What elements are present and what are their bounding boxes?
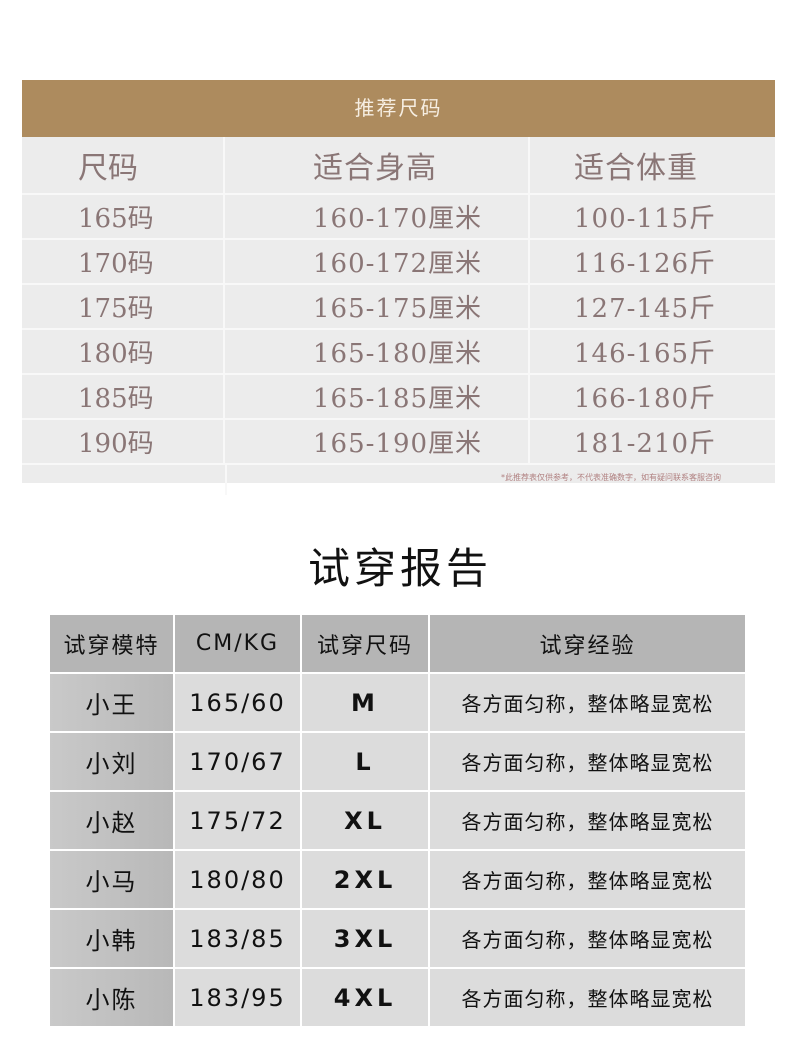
report-row: 小韩 183/85 3XL 各方面匀称，整体略显宽松 [50,910,745,967]
size-cell: 175码 [22,285,225,328]
size-table-row: 175码 165-175厘米 127-145斤 [22,285,775,330]
size-table-title: 推荐尺码 [22,80,775,137]
size-cell: 2XL [302,851,428,908]
weight-cell: 166-180斤 [574,384,717,414]
size-table-header-row: 尺码 适合身高 适合体重 [22,137,775,195]
experience-cell: 各方面匀称，整体略显宽松 [430,851,745,908]
experience-cell: 各方面匀称，整体略显宽松 [430,792,745,849]
experience-cell: 各方面匀称，整体略显宽松 [430,733,745,790]
size-cell: 165码 [22,195,225,238]
model-cell: 小陈 [50,969,173,1026]
header-cm-kg: CM/KG [175,615,300,672]
report-row: 小王 165/60 M 各方面匀称，整体略显宽松 [50,674,745,731]
size-cell: M [302,674,428,731]
header-experience: 试穿经验 [430,615,745,672]
weight-cell: 100-115斤 [574,204,717,234]
model-cell: 小韩 [50,910,173,967]
model-cell: 小赵 [50,792,173,849]
size-table-row: 165码 160-170厘米 100-115斤 [22,195,775,240]
model-cell: 小马 [50,851,173,908]
height-cell: 165-185厘米 [225,375,530,418]
height-cell: 165-180厘米 [225,330,530,373]
cm-kg-cell: 183/85 [175,910,300,967]
height-cell: 160-172厘米 [225,240,530,283]
cm-kg-cell: 165/60 [175,674,300,731]
header-size: 尺码 [22,137,225,193]
size-cell: XL [302,792,428,849]
header-size: 试穿尺码 [302,615,428,672]
report-row: 小赵 175/72 XL 各方面匀称，整体略显宽松 [50,792,745,849]
height-cell: 160-170厘米 [225,195,530,238]
cm-kg-cell: 180/80 [175,851,300,908]
size-table-row: 190码 165-190厘米 181-210斤 [22,420,775,465]
size-cell: 4XL [302,969,428,1026]
experience-cell: 各方面匀称，整体略显宽松 [430,910,745,967]
report-row: 小陈 183/95 4XL 各方面匀称，整体略显宽松 [50,969,745,1026]
size-table-note: *此推荐表仅供参考，不代表准确数字，如有疑问联系客服咨询 [501,473,721,482]
size-table-row: 170码 160-172厘米 116-126斤 [22,240,775,285]
try-on-report-table: 试穿模特 CM/KG 试穿尺码 试穿经验 小王 165/60 M 各方面匀称，整体略显… [50,615,745,1028]
model-cell: 小王 [50,674,173,731]
size-cell: 190码 [22,420,225,463]
report-row: 小刘 170/67 L 各方面匀称，整体略显宽松 [50,733,745,790]
header-weight: 适合体重 [574,151,698,186]
size-recommendation-table: 推荐尺码 尺码 适合身高 适合体重 165码 160-170厘米 100-115斤 1… [22,80,775,495]
size-table-row: 185码 165-185厘米 166-180斤 [22,375,775,420]
header-height: 适合身高 [225,137,530,193]
experience-cell: 各方面匀称，整体略显宽松 [430,674,745,731]
size-cell: 3XL [302,910,428,967]
weight-cell: 181-210斤 [574,429,717,459]
size-cell: 170码 [22,240,225,283]
height-cell: 165-175厘米 [225,285,530,328]
size-table-note-row: *此推荐表仅供参考，不代表准确数字，如有疑问联系客服咨询 [22,465,775,495]
height-cell: 165-190厘米 [225,420,530,463]
size-table-row: 180码 165-180厘米 146-165斤 [22,330,775,375]
size-cell: 185码 [22,375,225,418]
size-cell: L [302,733,428,790]
header-model: 试穿模特 [50,615,173,672]
weight-cell: 146-165斤 [574,339,717,369]
cm-kg-cell: 183/95 [175,969,300,1026]
cm-kg-cell: 175/72 [175,792,300,849]
model-cell: 小刘 [50,733,173,790]
weight-cell: 127-145斤 [574,294,717,324]
weight-cell: 116-126斤 [574,249,717,279]
size-cell: 180码 [22,330,225,373]
cm-kg-cell: 170/67 [175,733,300,790]
report-header-row: 试穿模特 CM/KG 试穿尺码 试穿经验 [50,615,745,672]
report-title: 试穿报告 [307,544,492,593]
report-row: 小马 180/80 2XL 各方面匀称，整体略显宽松 [50,851,745,908]
experience-cell: 各方面匀称，整体略显宽松 [430,969,745,1026]
